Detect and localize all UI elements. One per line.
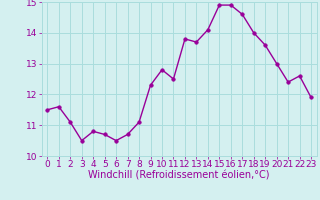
X-axis label: Windchill (Refroidissement éolien,°C): Windchill (Refroidissement éolien,°C) [88, 171, 270, 181]
